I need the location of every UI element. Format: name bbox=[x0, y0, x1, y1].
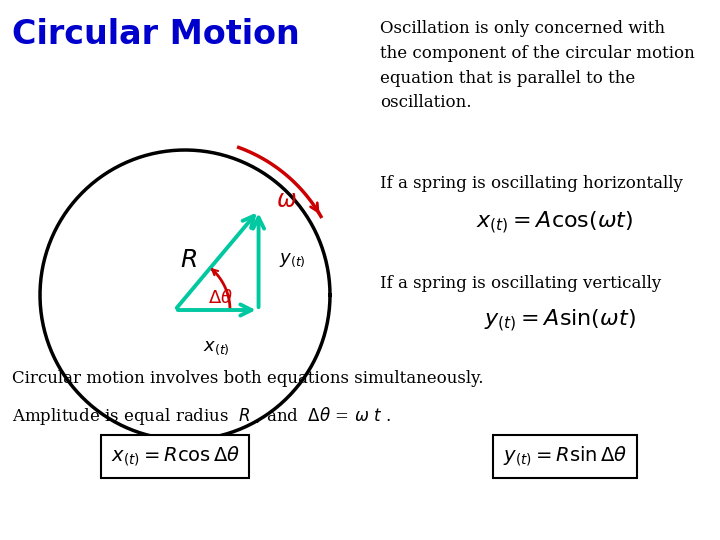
Text: $\omega$: $\omega$ bbox=[276, 188, 297, 212]
Text: Oscillation is only concerned with
the component of the circular motion
equation: Oscillation is only concerned with the c… bbox=[380, 20, 695, 111]
Text: If a spring is oscillating vertically: If a spring is oscillating vertically bbox=[380, 275, 661, 292]
Text: $x_{(t)} = A\cos\!\left(\omega t\right)$: $x_{(t)} = A\cos\!\left(\omega t\right)$ bbox=[477, 210, 634, 237]
Text: $y_{(t)} = R\sin\Delta\theta$: $y_{(t)} = R\sin\Delta\theta$ bbox=[503, 445, 627, 468]
Text: $x_{(t)}$: $x_{(t)}$ bbox=[203, 339, 230, 357]
Text: Circular motion involves both equations simultaneously.: Circular motion involves both equations … bbox=[12, 370, 484, 387]
Text: $x_{(t)} = R\cos\Delta\theta$: $x_{(t)} = R\cos\Delta\theta$ bbox=[111, 445, 240, 468]
Text: If a spring is oscillating horizontally: If a spring is oscillating horizontally bbox=[380, 175, 683, 192]
Text: $y_{(t)}$: $y_{(t)}$ bbox=[279, 251, 305, 269]
Text: $R$: $R$ bbox=[180, 248, 197, 272]
Text: Amplitude is equal radius  $R$ , and  $\Delta\theta$ = $\omega$ $t$ .: Amplitude is equal radius $R$ , and $\De… bbox=[12, 405, 391, 427]
Text: $\Delta\theta$: $\Delta\theta$ bbox=[207, 289, 233, 307]
Text: Circular Motion: Circular Motion bbox=[12, 18, 300, 51]
Text: $y_{(t)} = A\sin\!\left(\omega t\right)$: $y_{(t)} = A\sin\!\left(\omega t\right)$ bbox=[484, 308, 636, 334]
